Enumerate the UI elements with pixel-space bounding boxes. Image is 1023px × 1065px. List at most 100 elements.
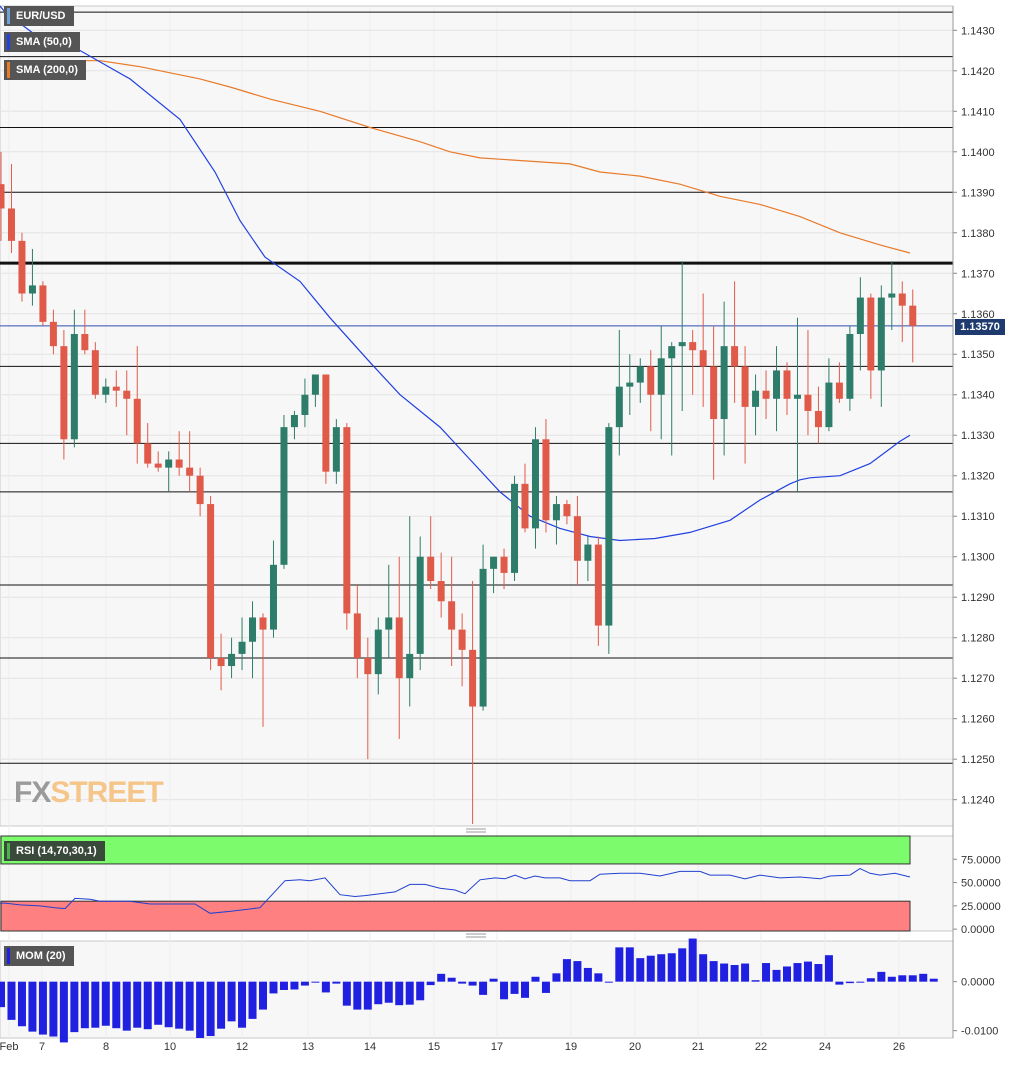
date-axis-label: 24 [819, 1041, 831, 1053]
candle-body [804, 394, 812, 411]
candle-body [416, 556, 424, 654]
momentum-bar [217, 981, 226, 1029]
candle-body [165, 459, 173, 468]
candle-body [39, 285, 47, 322]
momentum-bar [458, 981, 467, 984]
candle-body [552, 504, 560, 521]
rsi-line [0, 868, 911, 914]
momentum-bar [615, 947, 624, 982]
price-tick-label: 1.1240 [961, 795, 995, 807]
candle-body [626, 382, 634, 387]
date-axis-label: 26 [893, 1041, 905, 1053]
candle-body [311, 374, 319, 395]
candle-body [7, 208, 15, 241]
price-tick-label: 1.1310 [961, 511, 995, 523]
candle-body [856, 297, 864, 334]
momentum-bar [531, 976, 540, 982]
candle-body [186, 467, 194, 476]
candle-body [594, 544, 602, 626]
candle-body [207, 504, 215, 658]
candle-body [741, 366, 749, 407]
candle-body [28, 285, 36, 294]
price-tick-label: 1.1280 [961, 633, 995, 645]
candle-body [500, 556, 508, 573]
momentum-bar [856, 981, 865, 983]
momentum-bar [332, 981, 341, 984]
momentum-bar [112, 981, 121, 1029]
price-tick-label: 1.1360 [961, 309, 995, 321]
sma200-legend-badge[interactable]: SMA (200,0) [4, 60, 86, 80]
momentum-bar [321, 981, 330, 993]
momentum-bar [238, 981, 247, 1028]
momentum-bar [510, 981, 519, 994]
candle-body [668, 346, 676, 359]
price-tick-label: 1.1370 [961, 268, 995, 280]
candle-body [343, 427, 351, 614]
momentum-bar [80, 981, 89, 1029]
candle-body [605, 427, 613, 626]
candle-body [60, 346, 68, 440]
candle-body [783, 370, 791, 399]
momentum-bar [279, 981, 288, 990]
momentum-bar [143, 981, 152, 1030]
momentum-bar [573, 961, 582, 982]
momentum-bar [583, 967, 592, 982]
candle-body [615, 386, 623, 428]
candle-body [573, 516, 581, 561]
candle-body [877, 297, 885, 371]
price-tick-label: 1.1320 [961, 471, 995, 483]
momentum-bar [594, 973, 603, 982]
mom-legend-badge[interactable]: MOM (20) [4, 946, 74, 966]
candle-body [647, 366, 655, 395]
price-tick-label: 1.1300 [961, 552, 995, 564]
sma50-legend-badge[interactable]: SMA (50,0) [4, 32, 80, 52]
momentum-bar [363, 981, 372, 1010]
rsi-legend-badge[interactable]: RSI (14,70,30,1) [4, 841, 105, 861]
watermark-street: STREET [50, 776, 163, 809]
symbol-legend-badge[interactable]: EUR/USD [4, 6, 74, 26]
candle-body [144, 443, 152, 464]
momentum-bar [405, 981, 414, 1005]
momentum-bar [17, 981, 26, 1027]
candle-body [112, 386, 120, 391]
rsi-tick-label: 0.0000 [961, 924, 995, 936]
candle-body [699, 350, 707, 367]
panel-background-1 [0, 5, 954, 827]
date-axis-label: 19 [565, 1041, 577, 1053]
momentum-bar [919, 973, 928, 982]
momentum-bar [783, 966, 791, 982]
momentum-bar [175, 981, 184, 1029]
momentum-bar [28, 981, 37, 1032]
date-axis-label: 13 [302, 1041, 314, 1053]
candle-body [469, 649, 477, 707]
candle-body [123, 390, 131, 399]
date-axis-label: 17 [491, 1041, 503, 1053]
sma200-line [60, 60, 911, 254]
momentum-bar [877, 971, 886, 982]
momentum-bar [657, 954, 666, 982]
momentum-bar [0, 981, 5, 1008]
date-axis-label: 10 [164, 1041, 176, 1053]
candle-body [70, 334, 78, 440]
rsi-overbought-zone [0, 835, 911, 865]
momentum-bar [206, 981, 215, 1037]
candle-body [458, 629, 466, 650]
price-tick-label: 1.1400 [961, 147, 995, 159]
momentum-bar [929, 978, 938, 982]
momentum-bar [269, 981, 278, 994]
momentum-bar [824, 955, 833, 982]
candle-body [301, 394, 309, 415]
price-tick-label: 1.1290 [961, 592, 995, 604]
momentum-bar [49, 981, 58, 1037]
momentum-bar [248, 981, 257, 1019]
candle-body [385, 617, 393, 630]
date-axis-label: 7 [39, 1041, 45, 1053]
candle-body [196, 475, 204, 505]
candle-body [259, 617, 267, 630]
candle-body [689, 342, 697, 351]
momentum-bar [678, 948, 687, 982]
momentum-bar [7, 981, 16, 1020]
momentum-bar [562, 959, 571, 982]
candle-body [521, 483, 529, 529]
candle-body [81, 334, 89, 351]
